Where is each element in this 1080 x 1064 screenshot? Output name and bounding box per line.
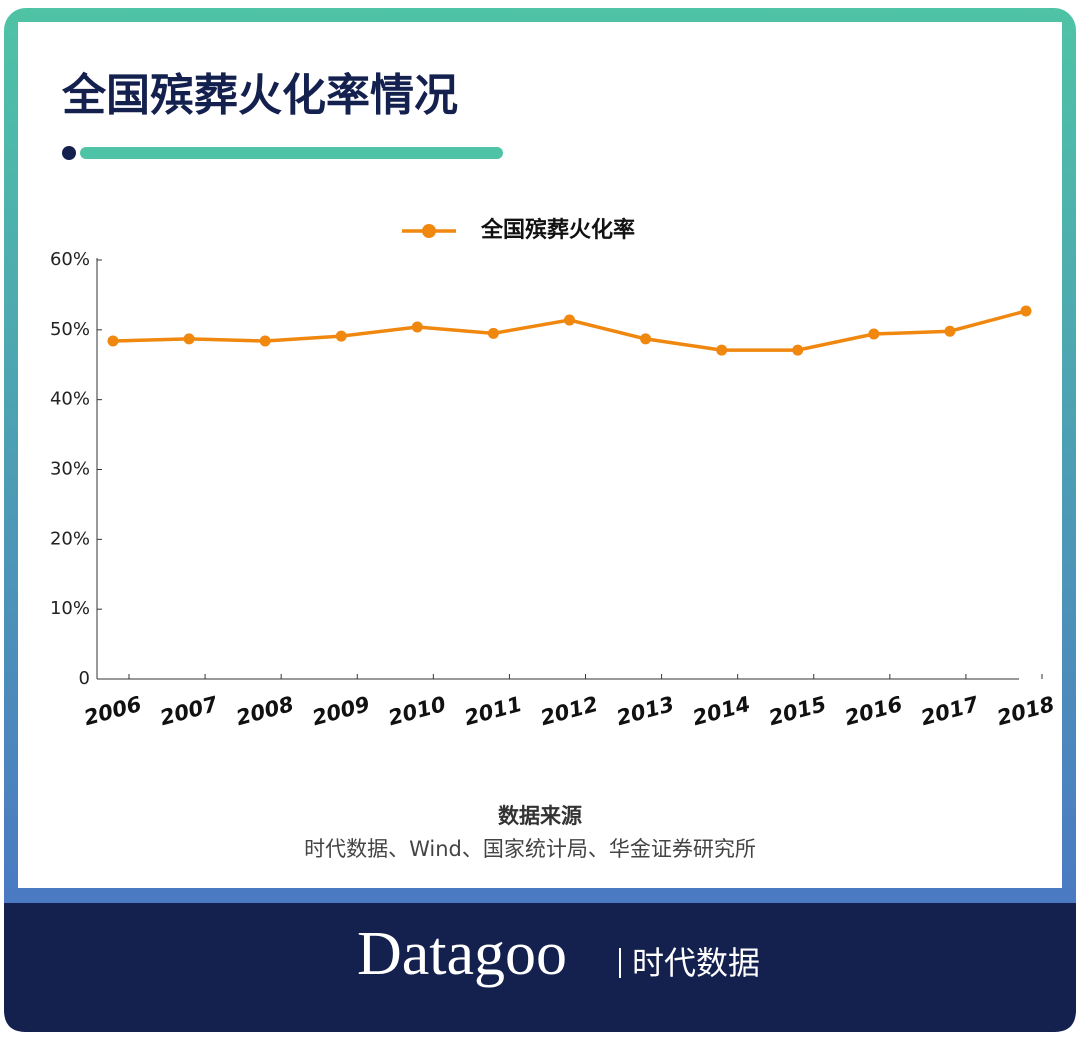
y-tick-label: 30% <box>50 459 90 480</box>
brand: Datagoo <box>357 920 567 988</box>
brand-cn: 时代数据 <box>632 944 760 982</box>
source-title: 数据来源 <box>498 804 582 828</box>
y-tick-label: 20% <box>50 528 90 549</box>
y-tick-label: 40% <box>50 389 90 410</box>
footer-band <box>4 903 1076 1032</box>
marker <box>335 330 347 342</box>
marker <box>564 314 575 326</box>
marker <box>868 328 880 340</box>
marker <box>792 344 804 356</box>
y-tick-label: 60% <box>50 249 90 270</box>
marker <box>183 333 195 345</box>
title-dot <box>62 146 76 160</box>
marker <box>107 335 119 347</box>
marker <box>411 321 423 333</box>
marker <box>487 327 499 339</box>
marker <box>1020 305 1032 317</box>
legend-label: 全国殡葬火化率 <box>480 217 635 243</box>
marker <box>716 344 728 356</box>
legend-marker <box>422 224 436 238</box>
title-bar <box>80 147 503 159</box>
y-tick-label: 50% <box>50 319 90 340</box>
chart-title: 全国殡葬火化率情况 <box>61 70 458 121</box>
marker <box>640 333 652 345</box>
marker <box>259 335 271 347</box>
y-tick-label: 0 <box>79 668 90 689</box>
marker <box>944 325 956 337</box>
y-tick-label: 10% <box>50 598 90 619</box>
panel <box>18 22 1062 888</box>
source: 时代数据、Wind、国家统计局、华金证券研究所 <box>304 837 756 861</box>
